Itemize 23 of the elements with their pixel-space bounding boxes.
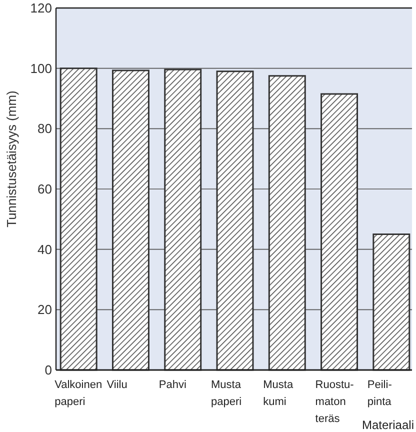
x-tick-label: Valkoinen paperi bbox=[54, 379, 102, 408]
x-tick-label: Pahvi bbox=[158, 379, 186, 391]
bar bbox=[60, 68, 98, 371]
x-axis-title: Materiaali bbox=[362, 418, 414, 432]
y-tick-label: 20 bbox=[38, 302, 52, 318]
y-tick-label: 100 bbox=[30, 60, 52, 76]
y-tick-label: 120 bbox=[30, 0, 52, 16]
bar bbox=[320, 93, 358, 371]
x-tick-label: Peili- pinta bbox=[367, 379, 392, 408]
bar bbox=[372, 234, 410, 371]
x-tick-label: Ruostu- maton teräs bbox=[315, 379, 354, 425]
y-tick-label: 40 bbox=[38, 242, 52, 257]
bar bbox=[164, 68, 202, 371]
y-tick-label: 0 bbox=[44, 362, 52, 378]
x-tick-label: Musta kumi bbox=[263, 379, 294, 408]
bar bbox=[216, 70, 254, 371]
bar bbox=[268, 75, 306, 371]
bar bbox=[112, 70, 150, 371]
y-axis-title: Tunnistusetäisyys (mm) bbox=[4, 90, 19, 228]
y-tick-label: 60 bbox=[38, 182, 52, 197]
y-tick-label: 80 bbox=[38, 121, 52, 136]
x-tick-label: Musta paperi bbox=[211, 379, 242, 408]
x-tick-label: Viilu bbox=[106, 379, 128, 391]
